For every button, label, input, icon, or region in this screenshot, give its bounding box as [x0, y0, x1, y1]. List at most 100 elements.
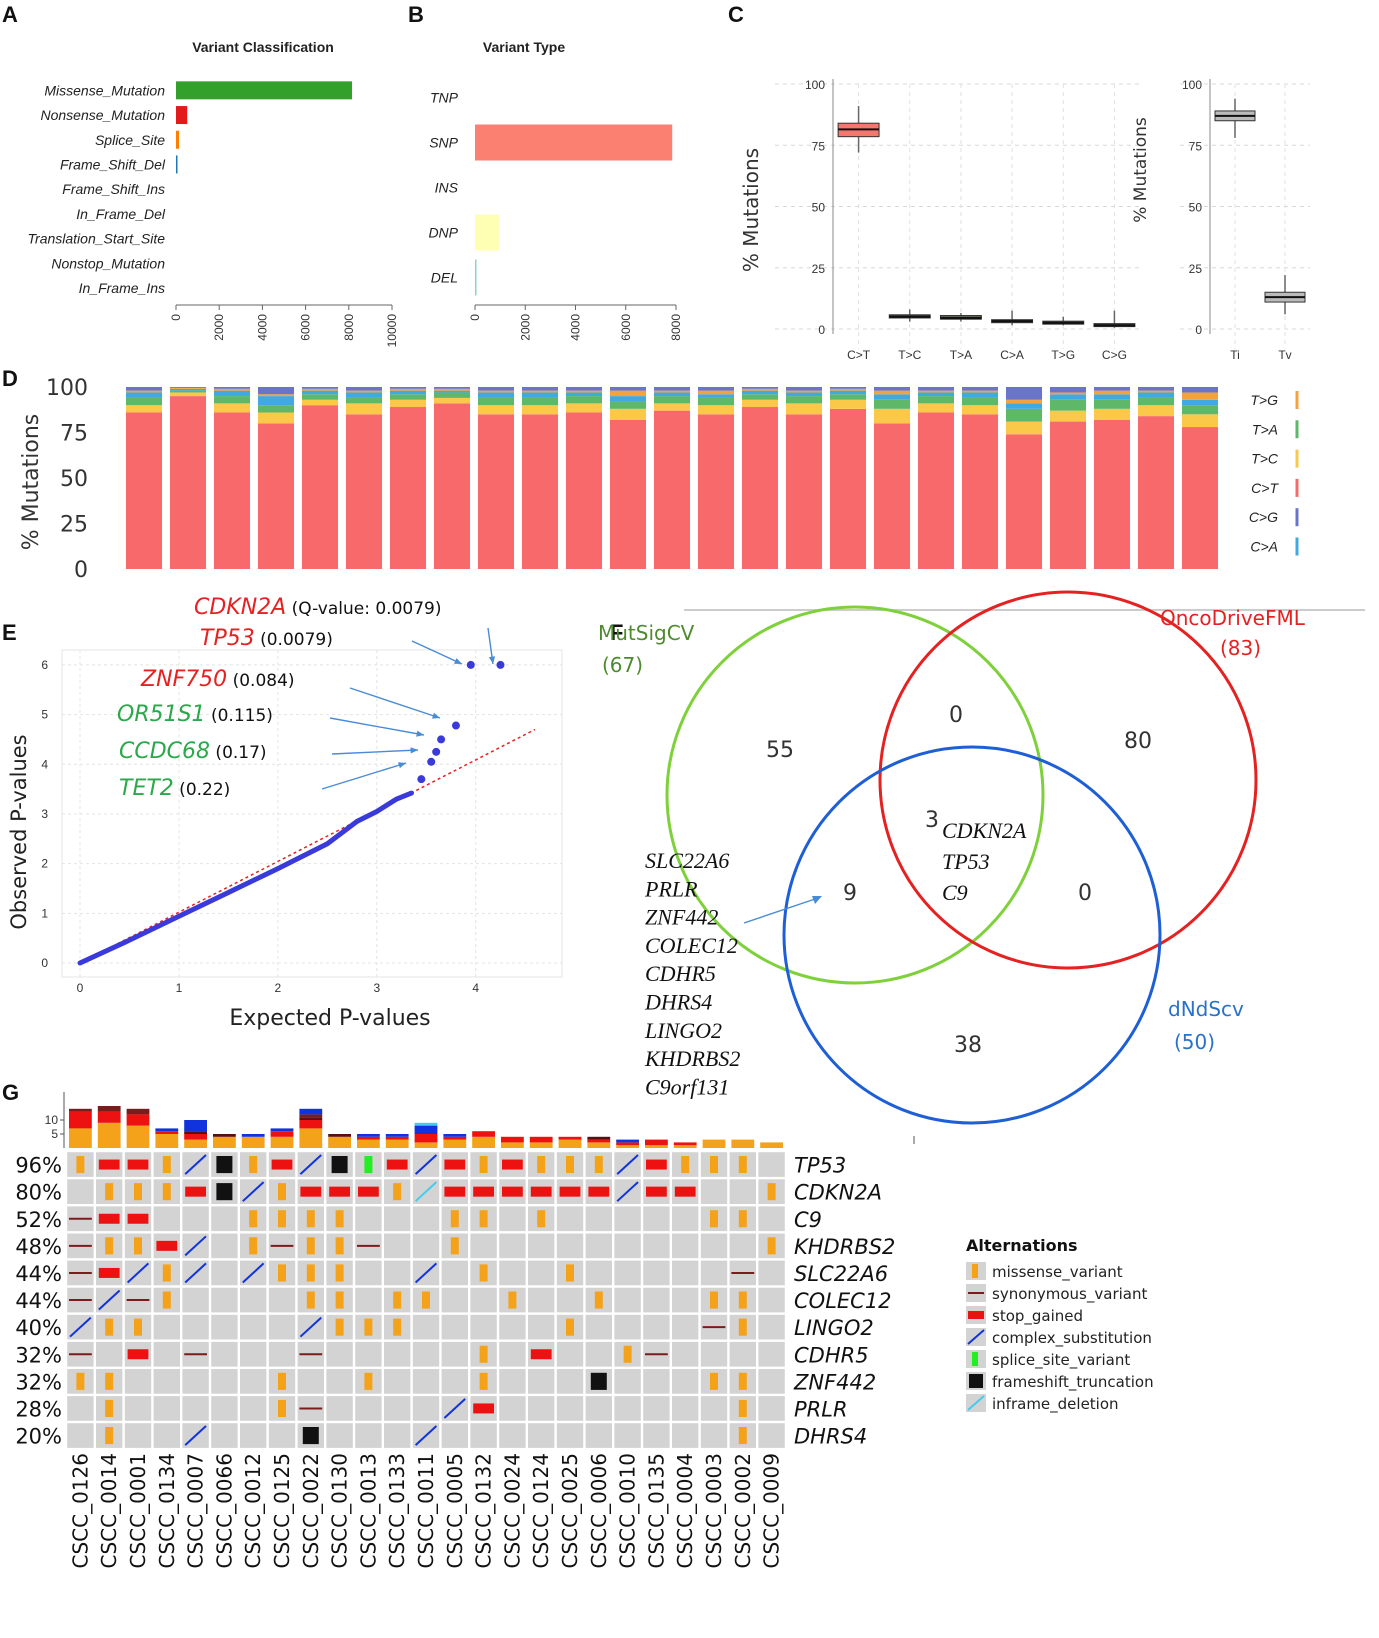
panel-g-missense-mark: [710, 1372, 718, 1390]
panel-g-cell: [614, 1260, 641, 1286]
panel-g-complex-mark: [184, 1154, 207, 1175]
panel-g-row-percent: 44%: [15, 1262, 62, 1286]
panel-d-bar-segment: [257, 405, 295, 413]
panel-g-cell: [614, 1369, 641, 1394]
panel-g-missense-mark: [134, 1318, 142, 1336]
panel-d-bar-segment: [697, 405, 735, 415]
panel-g-top-bar-segment: [184, 1131, 207, 1134]
panel-g-sample-label: CSCC_0003: [702, 1453, 726, 1569]
panel-g-missense-mark: [105, 1399, 114, 1417]
panel-g-top-bar-segment: [155, 1128, 179, 1132]
panel-d-bar-segment: [1093, 394, 1131, 400]
panel-g-stop-mark: [646, 1186, 667, 1197]
panel-label-c: C: [728, 2, 744, 27]
panel-c-ytick-label: 75: [1189, 139, 1203, 153]
panel-g-cell: [528, 1396, 555, 1421]
panel-g-cell: [124, 1369, 152, 1394]
panel-d-legend-label: T>G: [1250, 392, 1278, 408]
panel-d-bar-segment: [1181, 405, 1219, 415]
panel-c-ytick-label: 50: [812, 201, 826, 215]
venn-mutsig-dnds-gene: SLC22A6: [645, 848, 729, 873]
panel-g-cell: [412, 1314, 440, 1340]
panel-g-legend-swatch: [969, 1374, 983, 1388]
panel-g-top-bar-segment: [213, 1134, 236, 1137]
panel-g-top-bar-segment: [270, 1128, 294, 1132]
panel-g-top-bar-segment: [270, 1136, 294, 1148]
panel-g-cell: [384, 1396, 411, 1421]
panel-d-bar-segment: [301, 388, 339, 391]
panel-g-cell: [211, 1260, 238, 1286]
panel-g-cell: [240, 1287, 267, 1313]
panel-g-missense-mark: [767, 1237, 776, 1255]
panel-g-top-bar-segment: [443, 1139, 467, 1148]
panel-d-bar-segment: [741, 388, 779, 391]
panel-g-stop-mark: [646, 1159, 667, 1170]
panel-g-cell: [240, 1314, 267, 1340]
panel-d-bar-segment: [1137, 387, 1175, 391]
panel-g-missense-mark: [278, 1210, 286, 1228]
panel-g-missense-mark: [306, 1237, 315, 1255]
panel-g-top-bar-segment: [357, 1134, 380, 1137]
panel-d-bar-segment: [741, 399, 779, 408]
panel-g-cell: [643, 1314, 670, 1340]
panel-g-top-bar-segment: [616, 1145, 639, 1148]
panel-g-cell: [211, 1341, 238, 1367]
panel-d-bar-segment: [169, 387, 207, 388]
panel-g-frameshift-mark: [216, 1156, 233, 1174]
panel-d-bar-segment: [961, 414, 999, 569]
panel-g-cell: [470, 1314, 497, 1340]
panel-g-cell: [700, 1341, 728, 1367]
panel-d-bar-segment: [697, 390, 735, 395]
panel-a-xtick-label: 6000: [299, 314, 313, 341]
panel-g-row-percent: 48%: [15, 1235, 62, 1259]
panel-g-top-bar-segment: [414, 1125, 438, 1134]
panel-g-cell: [441, 1314, 468, 1340]
panel-g-sample-label: CSCC_0125: [270, 1453, 294, 1569]
panel-g-cell: [268, 1287, 296, 1313]
panel-g-top-bar-segment: [241, 1134, 265, 1137]
panel-g-missense-mark: [710, 1291, 718, 1309]
panel-g-missense-mark: [105, 1237, 114, 1255]
panel-g-legend-label: stop_gained: [992, 1307, 1083, 1326]
venn-region-dnds-only: 38: [954, 1033, 982, 1058]
panel-g-top-bar-segment: [616, 1142, 639, 1146]
panel-g-stop-mark: [444, 1159, 466, 1170]
panel-g-cell: [182, 1206, 209, 1232]
panel-g-cell: [614, 1314, 641, 1340]
panel-d-bar-segment: [213, 403, 251, 413]
venn-mutsig-dnds-gene: PRLR: [644, 876, 698, 901]
panel-g-top-bar-segment: [69, 1128, 92, 1148]
panel-g-top-bar-segment: [213, 1136, 236, 1148]
panel-g-missense-mark: [738, 1291, 747, 1309]
panel-g-frameshift-mark: [302, 1427, 319, 1445]
panel-d-bar-segment: [917, 387, 955, 391]
panel-g-cell: [528, 1260, 555, 1286]
venn-all-gene: C9: [942, 880, 968, 905]
panel-g-legend-swatch: [972, 1264, 978, 1278]
panel-g-stop-mark: [473, 1403, 494, 1414]
panel-g-cell: [326, 1369, 353, 1394]
panel-g-cell: [614, 1206, 641, 1232]
panel-d-bar-segment: [125, 392, 163, 398]
panel-g-cell: [528, 1287, 555, 1313]
panel-g-cell: [499, 1314, 526, 1340]
panel-d-bar-segment: [785, 387, 823, 391]
panel-e-xtick-label: 3: [373, 981, 380, 995]
panel-a-category-label: Nonsense_Mutation: [40, 107, 165, 123]
panel-g-missense-mark: [105, 1318, 114, 1336]
panel-label-e: E: [2, 620, 17, 645]
venn-count-mutsigcv: (67): [602, 653, 643, 677]
panel-g-cell: [758, 1287, 785, 1313]
panel-e-q-value: (0.22): [174, 780, 231, 800]
panel-g-top-bar-segment: [587, 1142, 611, 1148]
panel-d-bar-segment: [1049, 392, 1087, 395]
panel-f-venn: MutSigCV (67) OncoDriveFML (83) dNdScv (50) 55…: [598, 590, 1306, 1125]
panel-d-bar-segment: [433, 387, 471, 389]
panel-d-bar-segment: [565, 396, 603, 404]
panel-e-xlabel: Expected P-values: [229, 1006, 430, 1031]
panel-d-ylabel: % Mutations: [19, 414, 44, 551]
panel-g-stop-mark: [674, 1186, 696, 1197]
panel-g-cell: [441, 1260, 468, 1286]
panel-g-missense-mark: [335, 1318, 344, 1336]
panel-g-missense-mark: [335, 1264, 344, 1282]
